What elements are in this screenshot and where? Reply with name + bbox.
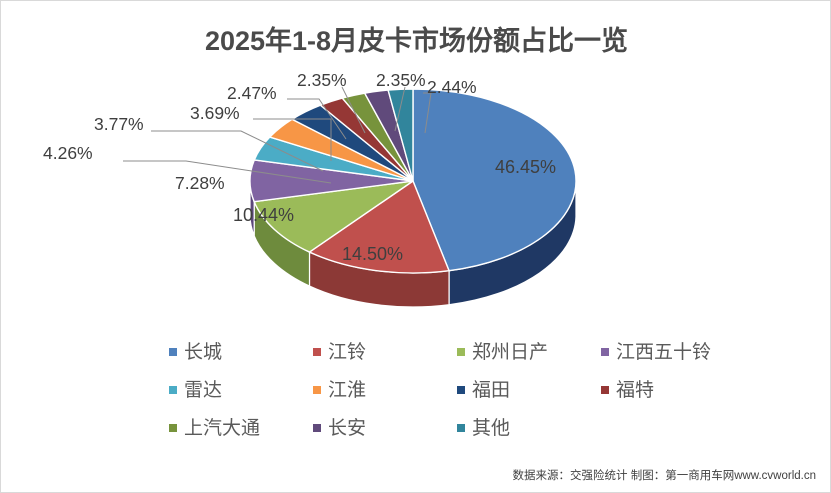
- legend-label: 江西五十铃: [616, 341, 712, 363]
- legend-swatch-icon: [313, 386, 321, 394]
- legend-label: 上汽大通: [184, 417, 261, 439]
- legend-item-ford[interactable]: 福特: [601, 381, 745, 400]
- legend-item-leida[interactable]: 雷达: [169, 381, 313, 400]
- legend-row-1: 长城 江铃 郑州日产 江西五十铃: [1, 333, 830, 371]
- legend-swatch-icon: [457, 386, 465, 394]
- page-title: 2025年1-8月皮卡市场份额占比一览: [204, 26, 629, 56]
- data-label-jiangxi: 7.28%: [175, 173, 225, 193]
- legend-item-changan[interactable]: 长安: [313, 419, 457, 438]
- legend-item-other[interactable]: 其他: [457, 419, 601, 438]
- legend-label: 福特: [616, 379, 655, 401]
- data-label-saic-maxus: 2.35%: [297, 70, 347, 90]
- legend-item-saic-maxus[interactable]: 上汽大通: [169, 419, 313, 438]
- data-label-changcheng: 46.45%: [495, 157, 557, 177]
- legend-swatch-icon: [601, 348, 609, 356]
- pie-svg: [123, 86, 577, 308]
- legend-swatch-icon: [601, 386, 609, 394]
- legend: 长城 江铃 郑州日产 江西五十铃 雷达 江淮: [1, 333, 830, 447]
- data-label-jianghuai: 3.77%: [94, 114, 144, 134]
- data-label-qita: 2.44%: [427, 77, 477, 97]
- legend-swatch-icon: [169, 386, 177, 394]
- data-label-fute: 2.47%: [227, 83, 277, 103]
- pie-slice-江铃[interactable]: [308, 179, 451, 274]
- legend-label: 江铃: [328, 341, 367, 363]
- legend-item-jianghuai[interactable]: 江淮: [313, 381, 457, 400]
- legend-swatch-icon: [169, 348, 177, 356]
- legend-label: 长安: [328, 417, 367, 439]
- source-footer: 数据来源：交强险统计 制图：第一商用车网www.cvworld.cn: [512, 470, 817, 482]
- legend-swatch-icon: [457, 348, 465, 356]
- data-label-changan: 2.35%: [376, 70, 426, 90]
- legend-swatch-icon: [457, 424, 465, 432]
- legend-label: 长城: [184, 341, 223, 363]
- legend-label: 郑州日产: [472, 341, 549, 363]
- legend-item-zhengzhou-nissan[interactable]: 郑州日产: [457, 343, 601, 362]
- legend-item-jiangxi-isuzu[interactable]: 江西五十铃: [601, 343, 745, 362]
- pie-slice-郑州日产[interactable]: [253, 180, 414, 253]
- legend-swatch-icon: [313, 348, 321, 356]
- pie-slice-长城[interactable]: [412, 88, 577, 272]
- legend-swatch-icon: [313, 424, 321, 432]
- pie-slice-其他[interactable]: [387, 88, 414, 182]
- data-label-leida: 4.26%: [43, 143, 93, 163]
- data-label-futian: 3.69%: [190, 103, 240, 123]
- legend-row-2: 雷达 江淮 福田 福特: [1, 371, 830, 409]
- legend-item-futian[interactable]: 福田: [457, 381, 601, 400]
- plot-area: 46.45% 14.50% 10.44% 7.28% 4.26% 3.77% 3…: [1, 61, 830, 331]
- legend-row-3: 上汽大通 长安 其他: [1, 409, 830, 447]
- legend-label: 福田: [472, 379, 511, 401]
- legend-swatch-icon: [169, 424, 177, 432]
- data-label-zhengzhou: 10.44%: [233, 205, 295, 225]
- legend-label: 江淮: [328, 379, 367, 401]
- data-label-jiangling: 14.50%: [342, 244, 404, 264]
- legend-label: 其他: [472, 417, 511, 439]
- legend-item-jiangling[interactable]: 江铃: [313, 343, 457, 362]
- legend-item-changcheng[interactable]: 长城: [169, 343, 313, 362]
- legend-label: 雷达: [184, 379, 223, 401]
